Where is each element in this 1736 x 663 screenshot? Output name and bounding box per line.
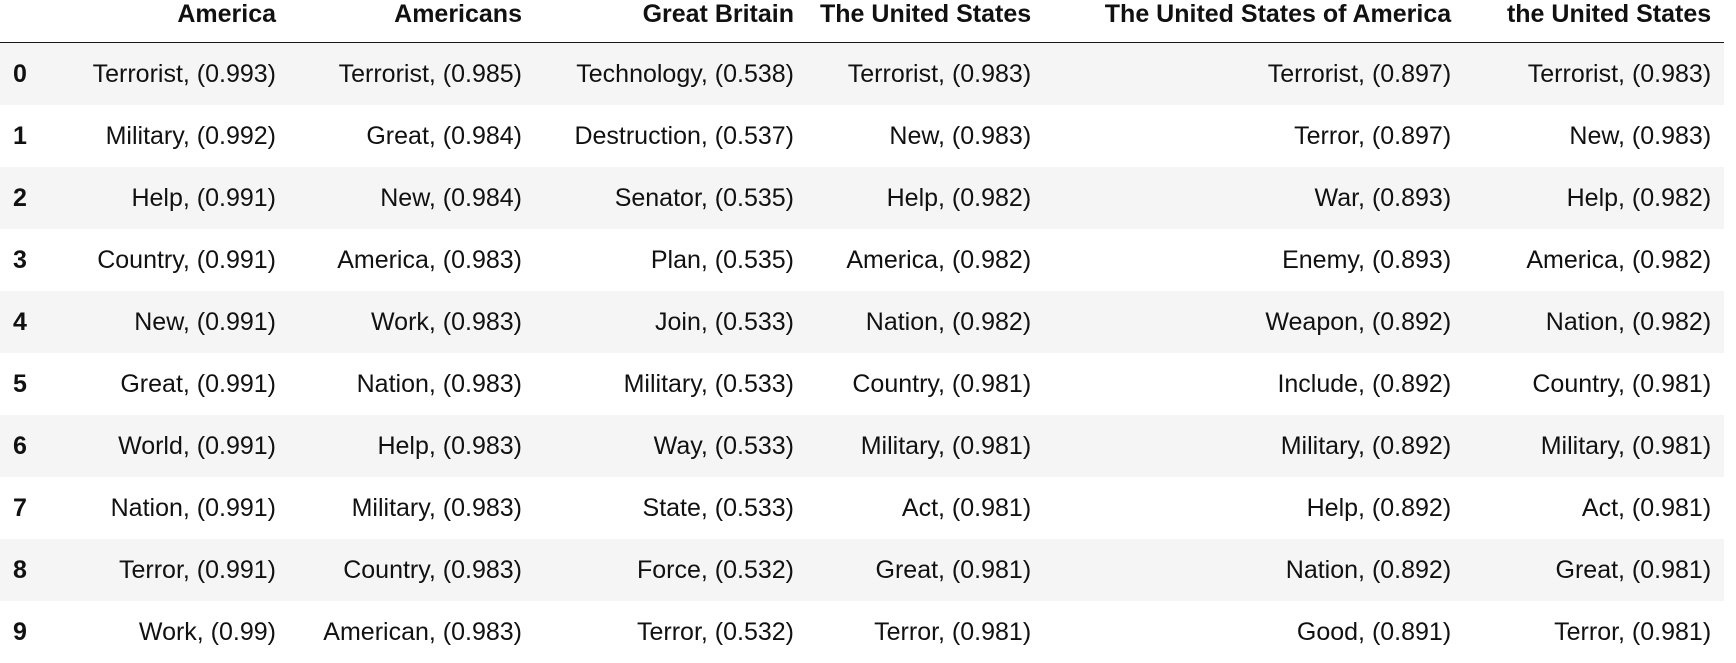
table-cell: Terrorist, (0.897) bbox=[1044, 43, 1464, 106]
table-cell: Country, (0.981) bbox=[1464, 353, 1724, 415]
table-cell: Great, (0.981) bbox=[1464, 539, 1724, 601]
table-cell: Military, (0.983) bbox=[289, 477, 535, 539]
column-header: The United States of America bbox=[1044, 0, 1464, 43]
table-cell: Help, (0.982) bbox=[807, 167, 1044, 229]
table-cell: America, (0.982) bbox=[807, 229, 1044, 291]
table-cell: Help, (0.991) bbox=[42, 167, 289, 229]
table-cell: Act, (0.981) bbox=[1464, 477, 1724, 539]
table-cell: Country, (0.981) bbox=[807, 353, 1044, 415]
row-index: 3 bbox=[0, 229, 42, 291]
table-cell: Help, (0.892) bbox=[1044, 477, 1464, 539]
table-cell: Military, (0.992) bbox=[42, 105, 289, 167]
table-cell: American, (0.983) bbox=[289, 601, 535, 663]
row-index: 6 bbox=[0, 415, 42, 477]
table-cell: Great, (0.984) bbox=[289, 105, 535, 167]
table-cell: Terror, (0.981) bbox=[1464, 601, 1724, 663]
table-cell: Work, (0.983) bbox=[289, 291, 535, 353]
table-cell: Join, (0.533) bbox=[535, 291, 807, 353]
table-cell: New, (0.983) bbox=[1464, 105, 1724, 167]
row-index: 1 bbox=[0, 105, 42, 167]
table-cell: Technology, (0.538) bbox=[535, 43, 807, 106]
row-index: 9 bbox=[0, 601, 42, 663]
table-cell: Nation, (0.982) bbox=[1464, 291, 1724, 353]
index-header bbox=[0, 0, 42, 43]
table-cell: Terror, (0.532) bbox=[535, 601, 807, 663]
row-index: 4 bbox=[0, 291, 42, 353]
row-index: 8 bbox=[0, 539, 42, 601]
table-cell: Military, (0.892) bbox=[1044, 415, 1464, 477]
table-cell: Terrorist, (0.983) bbox=[807, 43, 1044, 106]
header-row: America Americans Great Britain The Unit… bbox=[0, 0, 1724, 43]
table-cell: Senator, (0.535) bbox=[535, 167, 807, 229]
table-cell: Work, (0.99) bbox=[42, 601, 289, 663]
table-cell: Military, (0.981) bbox=[807, 415, 1044, 477]
row-index: 2 bbox=[0, 167, 42, 229]
row-index: 7 bbox=[0, 477, 42, 539]
table-cell: Nation, (0.991) bbox=[42, 477, 289, 539]
table-cell: Terrorist, (0.983) bbox=[1464, 43, 1724, 106]
table-cell: Help, (0.982) bbox=[1464, 167, 1724, 229]
table-cell: Plan, (0.535) bbox=[535, 229, 807, 291]
table-cell: Include, (0.892) bbox=[1044, 353, 1464, 415]
table-cell: Destruction, (0.537) bbox=[535, 105, 807, 167]
column-header: The United States bbox=[807, 0, 1044, 43]
table-cell: America, (0.983) bbox=[289, 229, 535, 291]
table-cell: Nation, (0.982) bbox=[807, 291, 1044, 353]
table-cell: Act, (0.981) bbox=[807, 477, 1044, 539]
table-cell: America, (0.982) bbox=[1464, 229, 1724, 291]
table-cell: World, (0.991) bbox=[42, 415, 289, 477]
table-cell: Terror, (0.981) bbox=[807, 601, 1044, 663]
table-cell: Country, (0.983) bbox=[289, 539, 535, 601]
table-cell: Weapon, (0.892) bbox=[1044, 291, 1464, 353]
table-cell: Nation, (0.892) bbox=[1044, 539, 1464, 601]
table-cell: Terror, (0.897) bbox=[1044, 105, 1464, 167]
table-cell: Terrorist, (0.985) bbox=[289, 43, 535, 106]
table-cell: Enemy, (0.893) bbox=[1044, 229, 1464, 291]
column-header: America bbox=[42, 0, 289, 43]
table-cell: Terrorist, (0.993) bbox=[42, 43, 289, 106]
table-cell: Terror, (0.991) bbox=[42, 539, 289, 601]
column-header: Great Britain bbox=[535, 0, 807, 43]
column-header: the United States bbox=[1464, 0, 1724, 43]
table-cell: Military, (0.533) bbox=[535, 353, 807, 415]
table-header: America Americans Great Britain The Unit… bbox=[0, 0, 1724, 43]
table-cell: New, (0.984) bbox=[289, 167, 535, 229]
table-cell: Force, (0.532) bbox=[535, 539, 807, 601]
table-cell: War, (0.893) bbox=[1044, 167, 1464, 229]
row-index: 0 bbox=[0, 43, 42, 106]
table-cell: Help, (0.983) bbox=[289, 415, 535, 477]
table-cell: New, (0.991) bbox=[42, 291, 289, 353]
table-cell: Great, (0.991) bbox=[42, 353, 289, 415]
table-cell: Nation, (0.983) bbox=[289, 353, 535, 415]
table-cell: Great, (0.981) bbox=[807, 539, 1044, 601]
column-header: Americans bbox=[289, 0, 535, 43]
table-cell: Country, (0.991) bbox=[42, 229, 289, 291]
table-cell: Way, (0.533) bbox=[535, 415, 807, 477]
table-cell: State, (0.533) bbox=[535, 477, 807, 539]
table-cell: Military, (0.981) bbox=[1464, 415, 1724, 477]
table-cell: New, (0.983) bbox=[807, 105, 1044, 167]
table-cell: Good, (0.891) bbox=[1044, 601, 1464, 663]
row-index: 5 bbox=[0, 353, 42, 415]
